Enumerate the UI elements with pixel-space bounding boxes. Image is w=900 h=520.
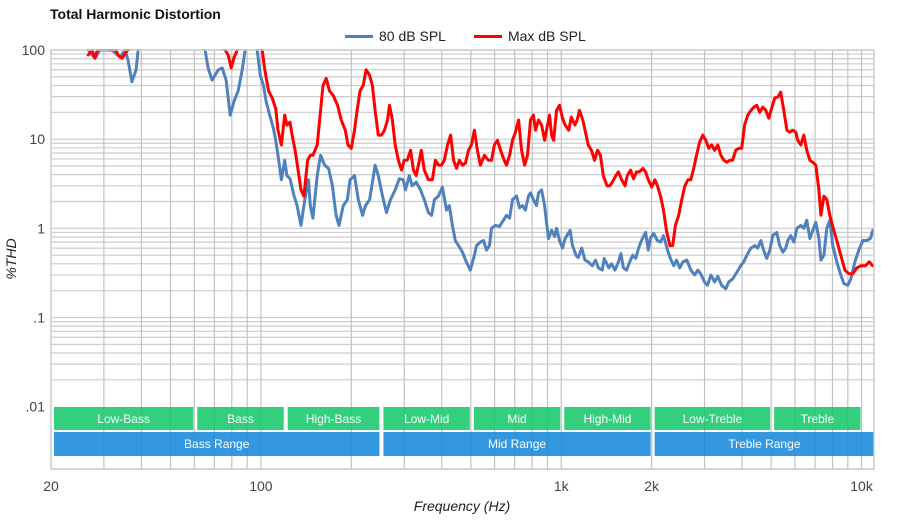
grid: [51, 49, 874, 470]
band-group-label: Bass Range: [184, 437, 250, 451]
x-tick-label: 1k: [554, 478, 570, 494]
legend-swatch-80db: [345, 34, 373, 38]
band-label: High-Bass: [306, 412, 361, 426]
chart-title: Total Harmonic Distortion: [50, 6, 221, 22]
x-axis-ticks: 20 100 1k 2k 10k: [43, 478, 874, 494]
band-label: Bass: [227, 412, 254, 426]
plot-border: [50, 49, 875, 470]
band-mid: [473, 407, 561, 430]
band-group-label: Treble Range: [728, 437, 801, 451]
x-axis-title: Frequency (Hz): [414, 498, 510, 514]
band-label: High-Mid: [583, 412, 631, 426]
band-label: Treble: [801, 412, 835, 426]
band-bass: [197, 407, 284, 430]
band-group-treble-range: [654, 432, 874, 456]
band-label: Low-Mid: [404, 412, 449, 426]
y-tick-label: .01: [26, 399, 46, 415]
legend-item-80db[interactable]: 80 dB SPL: [345, 28, 446, 44]
x-tick-label: 20: [43, 478, 59, 494]
band-low-mid: [383, 407, 470, 430]
series-lines: [86, 49, 874, 291]
y-axis-title: %THD: [3, 238, 19, 279]
band-high-bass: [287, 407, 380, 430]
legend-label-max-db: Max dB SPL: [507, 28, 586, 44]
band-label: Low-Treble: [683, 412, 743, 426]
band-low-bass: [54, 407, 194, 430]
legend-label-80db: 80 dB SPL: [379, 28, 446, 44]
y-tick-label: .1: [33, 310, 45, 326]
legend-item-max-db[interactable]: Max dB SPL: [473, 28, 586, 44]
y-axis-ticks: 100 10 1 .1 .01: [22, 42, 46, 415]
band-high-mid: [564, 407, 651, 430]
band-label: Low-Bass: [97, 412, 150, 426]
series-line-80db: [86, 49, 874, 291]
frequency-bands: Low-Bass Bass High-Bass Low-Mid Mid High-Mid L…: [54, 407, 874, 456]
band-low-treble: [654, 407, 771, 430]
x-tick-label: 10k: [850, 478, 874, 494]
legend-swatch-max-db: [473, 34, 502, 38]
legend: 80 dB SPL Max dB SPL: [345, 27, 614, 45]
x-tick-label: 2k: [644, 478, 660, 494]
x-tick-label: 100: [249, 478, 273, 494]
series-line-max-db: [86, 49, 874, 276]
grid-overlay: [103, 50, 863, 469]
band-group-mid-range: [383, 432, 651, 456]
y-tick-label: 100: [22, 42, 46, 58]
band-treble: [774, 407, 861, 430]
y-tick-label: 1: [37, 220, 45, 236]
y-tick-label: 10: [29, 131, 45, 147]
band-group-label: Mid Range: [488, 437, 546, 451]
band-group-bass-range: [54, 432, 380, 456]
band-label: Mid: [507, 412, 526, 426]
